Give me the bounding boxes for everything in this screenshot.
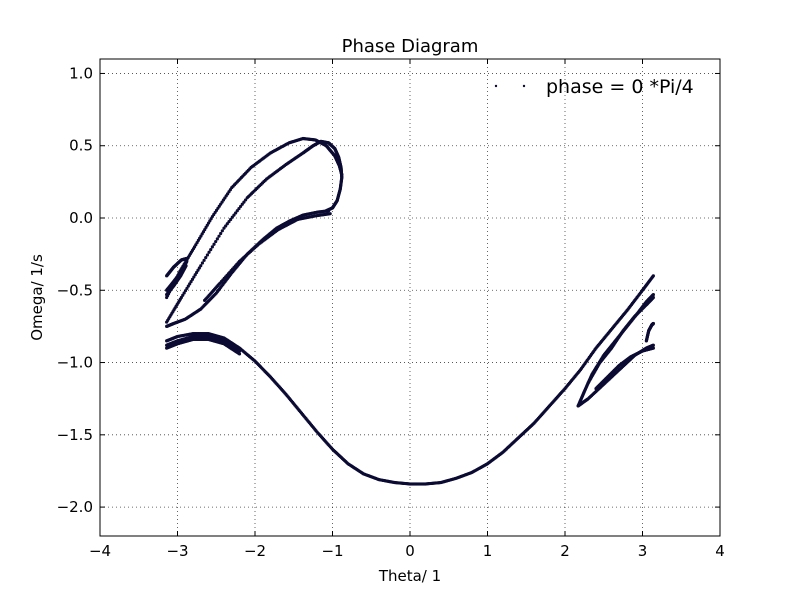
legend-label: phase = 0 *Pi/4 bbox=[546, 76, 694, 98]
y-tick-label: −0.5 bbox=[57, 281, 93, 299]
x-tick-label: 4 bbox=[715, 542, 725, 560]
data-point bbox=[209, 247, 213, 252]
y-tick-label: −1.5 bbox=[57, 426, 93, 444]
data-point bbox=[212, 242, 216, 246]
x-tick-label: −2 bbox=[244, 542, 266, 560]
x-tick-label: −1 bbox=[321, 542, 343, 560]
data-points bbox=[165, 136, 655, 486]
legend: phase = 0 *Pi/4 bbox=[494, 76, 694, 98]
data-point bbox=[340, 173, 344, 177]
data-point bbox=[237, 352, 242, 356]
data-point bbox=[220, 229, 224, 233]
data-point bbox=[235, 209, 239, 213]
ticks: −4 −3 −2 −1 0 1 2 3 4 −2.0 −1.5 −1.0 −0.5 0.0 0.5 1.0 bbox=[57, 59, 725, 560]
data-point bbox=[651, 295, 655, 300]
y-axis-label: Omega/ 1/s bbox=[28, 254, 46, 341]
data-point bbox=[203, 298, 207, 302]
x-tick-label: 3 bbox=[638, 542, 648, 560]
y-tick-label: 0.0 bbox=[69, 209, 93, 227]
data-point bbox=[651, 346, 655, 350]
x-axis-label: Theta/ 1 bbox=[378, 567, 441, 585]
data-point bbox=[210, 245, 214, 249]
data-point bbox=[215, 237, 219, 241]
data-point bbox=[207, 250, 211, 254]
data-point bbox=[200, 261, 205, 265]
data-point bbox=[237, 207, 241, 211]
legend-marker bbox=[494, 84, 498, 88]
data-point bbox=[230, 215, 234, 219]
data-point bbox=[243, 198, 248, 202]
x-tick-label: −3 bbox=[166, 542, 188, 560]
legend-marker bbox=[522, 84, 526, 88]
grid bbox=[100, 59, 720, 536]
data-point bbox=[227, 220, 231, 224]
data-point bbox=[204, 256, 208, 260]
data-point bbox=[651, 293, 655, 297]
data-point bbox=[219, 231, 223, 236]
data-point bbox=[242, 200, 246, 204]
data-point bbox=[225, 222, 229, 226]
data-point bbox=[222, 226, 226, 230]
data-point bbox=[217, 234, 221, 238]
data-point bbox=[651, 343, 655, 347]
data-point bbox=[232, 213, 236, 217]
data-point bbox=[651, 274, 655, 278]
y-tick-label: −2.0 bbox=[57, 498, 93, 516]
x-tick-label: 2 bbox=[560, 542, 570, 560]
data-point bbox=[214, 239, 218, 244]
data-point bbox=[185, 256, 189, 261]
y-tick-label: 0.5 bbox=[69, 137, 93, 155]
data-point bbox=[229, 217, 233, 222]
data-point bbox=[165, 324, 169, 329]
data-point bbox=[224, 224, 228, 228]
x-tick-label: 1 bbox=[483, 542, 493, 560]
data-point bbox=[205, 253, 209, 257]
data-point bbox=[202, 258, 206, 262]
x-tick-label: 0 bbox=[405, 542, 415, 560]
data-point bbox=[240, 202, 244, 206]
data-point bbox=[239, 204, 243, 209]
y-tick-label: −1.0 bbox=[57, 354, 93, 372]
x-tick-label: −4 bbox=[89, 542, 111, 560]
data-point bbox=[234, 211, 238, 215]
chart-title: Phase Diagram bbox=[342, 36, 479, 57]
data-point bbox=[199, 264, 203, 268]
plot-frame bbox=[99, 58, 721, 537]
data-point bbox=[185, 259, 189, 263]
data-point bbox=[651, 321, 655, 326]
data-point bbox=[184, 264, 188, 268]
y-tick-label: 1.0 bbox=[69, 64, 93, 82]
